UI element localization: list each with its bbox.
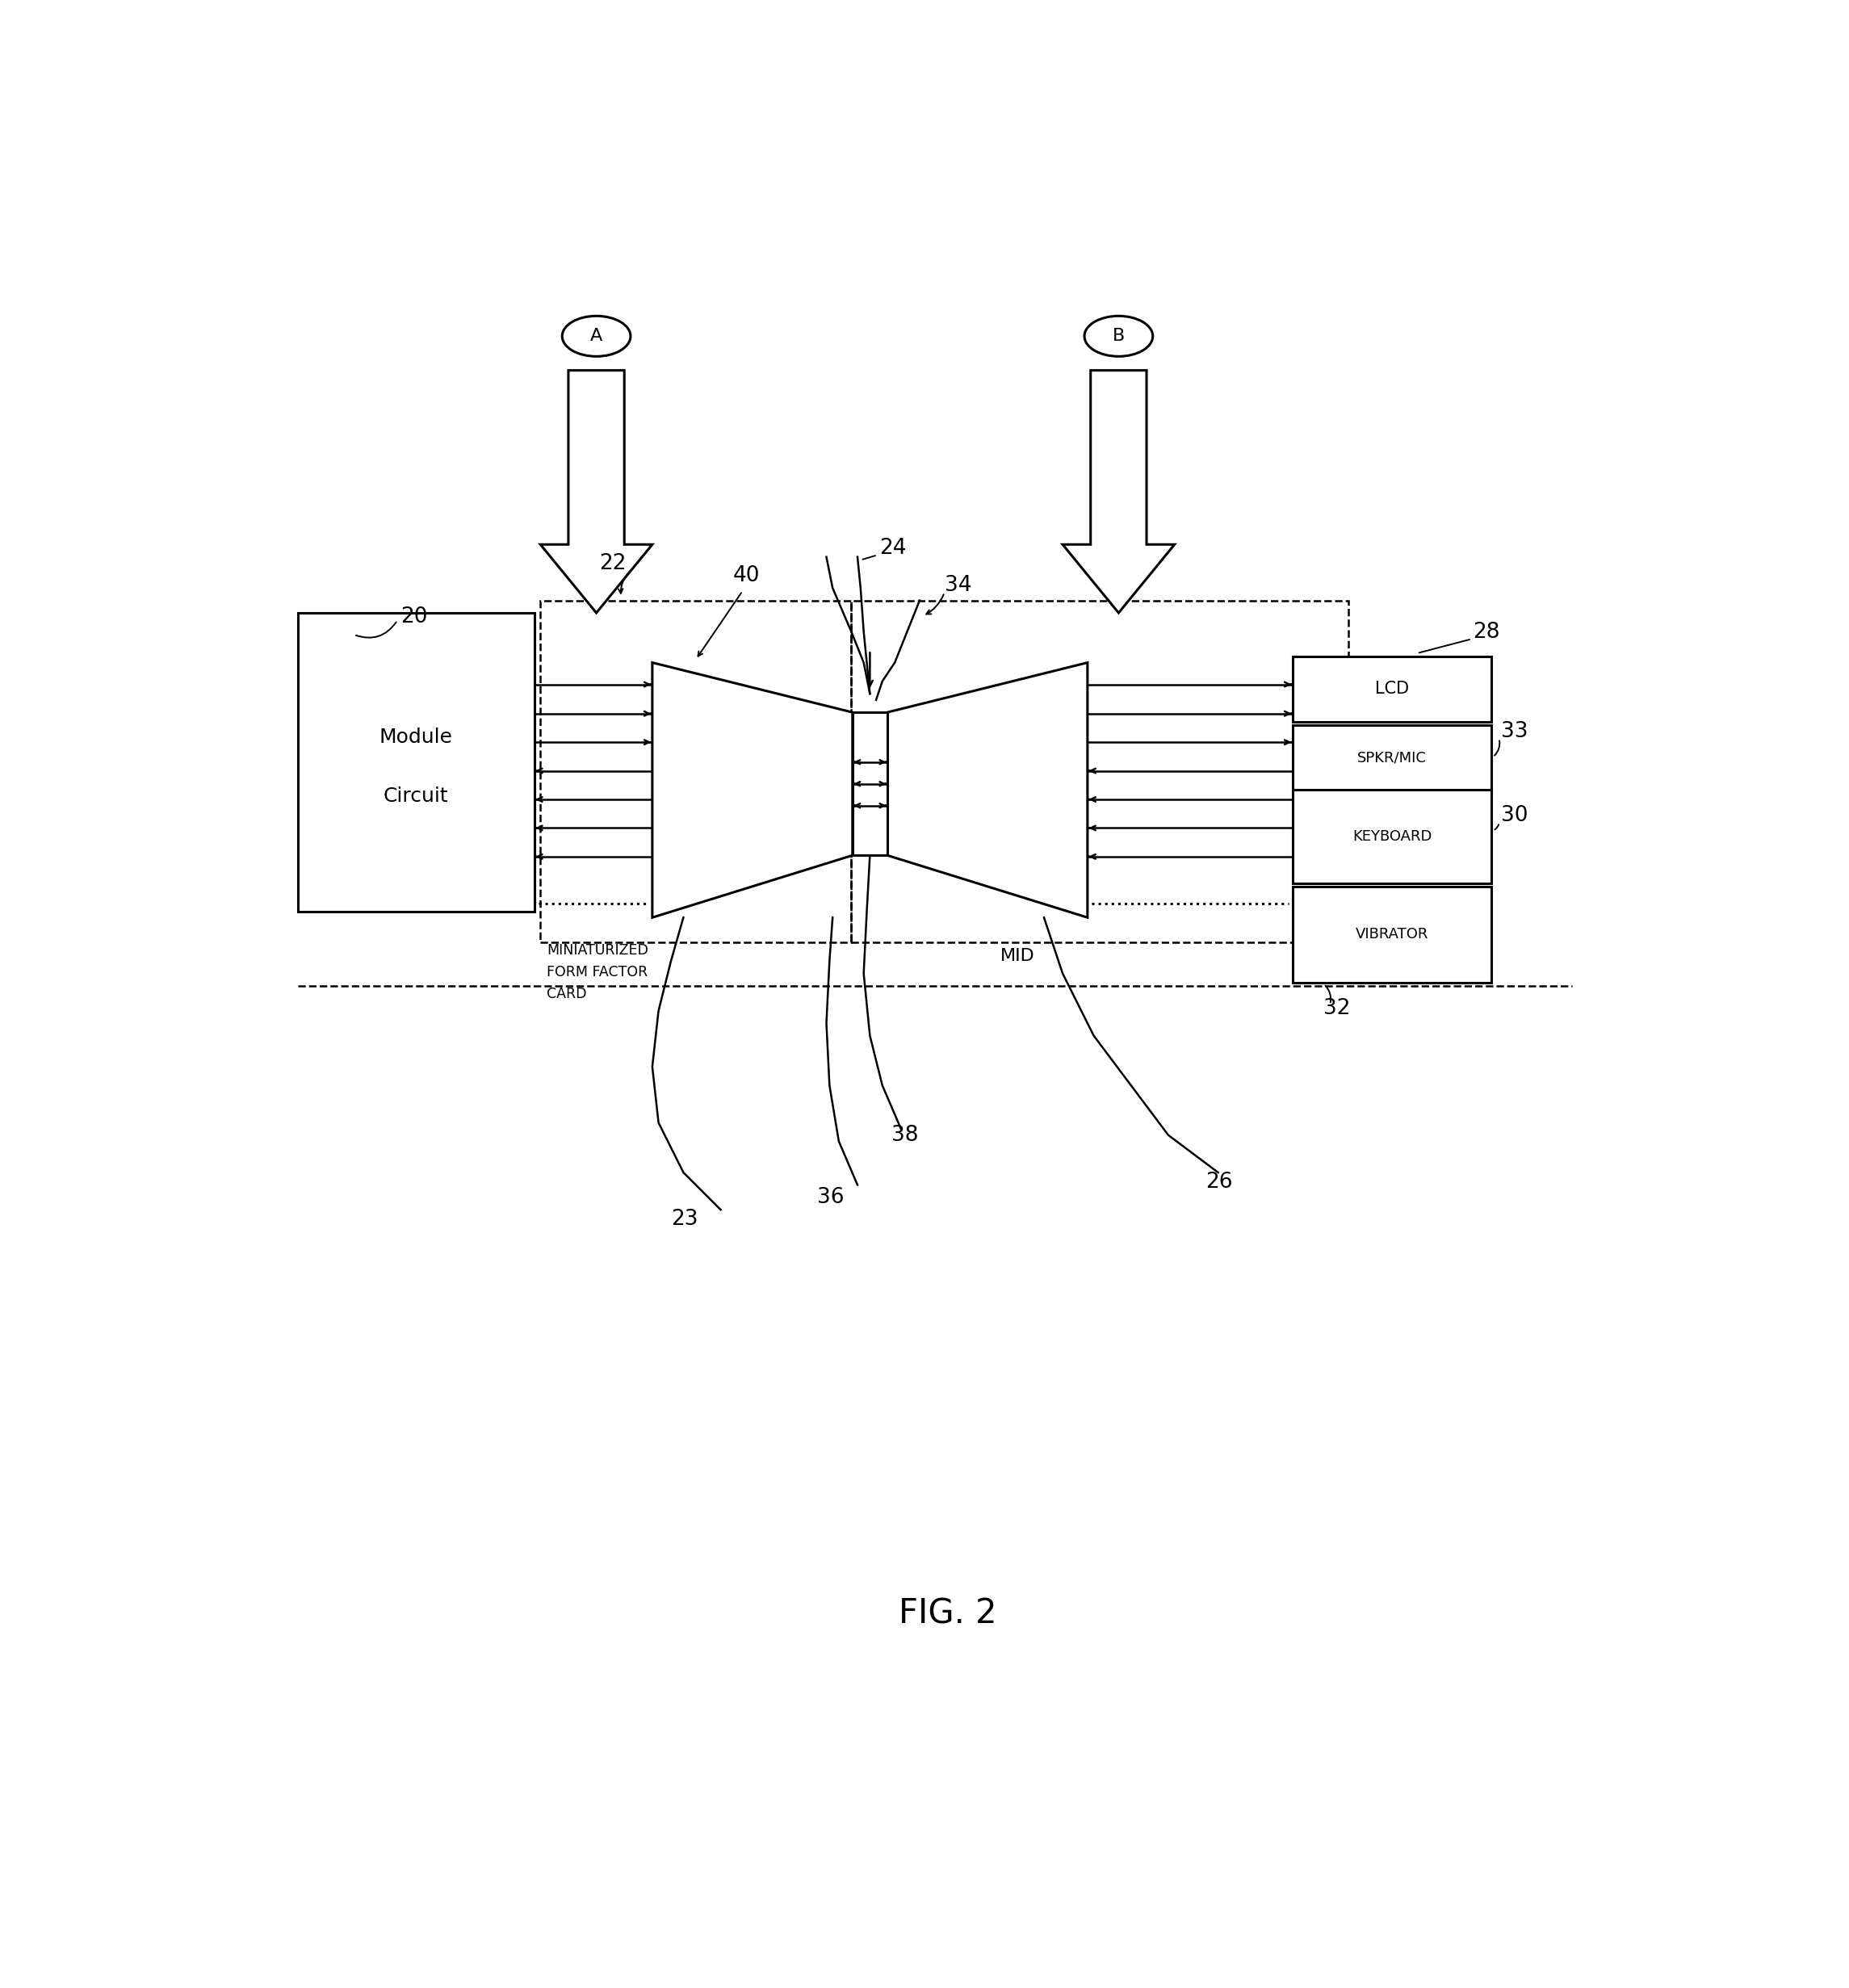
Text: 28: 28 xyxy=(1474,622,1500,642)
Text: SPKR/MIC: SPKR/MIC xyxy=(1357,749,1427,765)
Text: 32: 32 xyxy=(1324,998,1352,1018)
Text: CARD: CARD xyxy=(547,986,586,1002)
Polygon shape xyxy=(540,370,653,612)
Text: 33: 33 xyxy=(1501,722,1527,742)
Bar xyxy=(540,600,851,942)
Text: 34: 34 xyxy=(945,575,971,596)
Text: A: A xyxy=(590,328,603,344)
Bar xyxy=(1292,726,1492,789)
Text: MINIATURIZED: MINIATURIZED xyxy=(547,944,649,958)
Bar xyxy=(852,712,888,855)
Ellipse shape xyxy=(562,316,631,356)
Text: Module: Module xyxy=(379,728,453,747)
Text: 22: 22 xyxy=(599,553,627,575)
Text: 30: 30 xyxy=(1501,805,1527,825)
Polygon shape xyxy=(888,662,1087,918)
Text: 23: 23 xyxy=(671,1209,699,1231)
Text: 24: 24 xyxy=(880,537,906,559)
Text: Circuit: Circuit xyxy=(383,787,449,805)
Text: MID: MID xyxy=(1000,948,1035,964)
Text: FIG. 2: FIG. 2 xyxy=(899,1596,997,1630)
Bar xyxy=(851,600,1348,942)
Bar xyxy=(1292,656,1492,722)
Polygon shape xyxy=(653,662,852,918)
Text: KEYBOARD: KEYBOARD xyxy=(1352,829,1431,845)
Polygon shape xyxy=(1063,370,1174,612)
Text: 20: 20 xyxy=(401,606,427,626)
Text: 38: 38 xyxy=(891,1125,919,1147)
Ellipse shape xyxy=(1084,316,1152,356)
Text: B: B xyxy=(1113,328,1124,344)
Bar xyxy=(1292,789,1492,883)
Text: 36: 36 xyxy=(817,1187,845,1209)
Text: 40: 40 xyxy=(732,567,760,586)
Text: 26: 26 xyxy=(1206,1171,1233,1193)
Text: FORM FACTOR: FORM FACTOR xyxy=(547,966,647,980)
Bar xyxy=(298,612,534,911)
Text: LCD: LCD xyxy=(1376,682,1409,698)
Bar xyxy=(1292,887,1492,982)
Text: VIBRATOR: VIBRATOR xyxy=(1355,926,1429,942)
